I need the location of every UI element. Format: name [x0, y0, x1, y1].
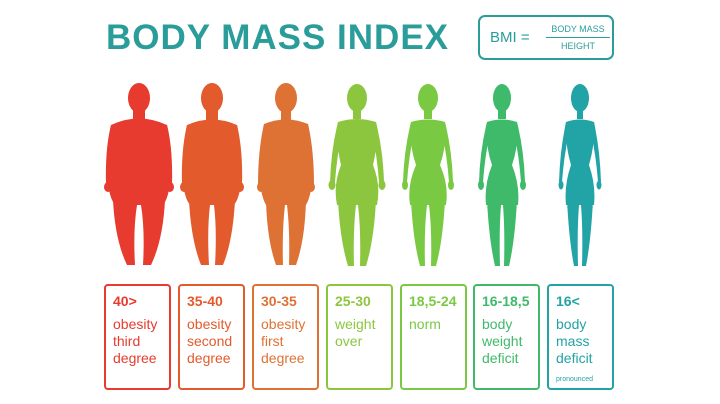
description-line: degree: [187, 350, 231, 366]
description-line: mass: [556, 333, 590, 349]
bmi-category-card: 40> obesity third degree: [104, 284, 171, 390]
bmi-description: obesity second degree: [187, 316, 243, 367]
description-line: over: [335, 333, 363, 349]
silhouette-obesity-first-degree-icon: [257, 83, 315, 265]
formula-denominator: HEIGHT: [560, 41, 595, 51]
silhouette-weight-deficit-icon: [478, 84, 526, 266]
description-line: degree: [113, 350, 157, 366]
bmi-description: weight over: [335, 316, 391, 350]
bmi-description: body weight deficit: [482, 316, 538, 367]
description-line: obesity: [261, 316, 306, 332]
description-line: deficit: [556, 350, 593, 366]
bmi-description: norm: [409, 316, 465, 333]
description-line: deficit: [482, 350, 519, 366]
formula-lhs: BMI =: [490, 29, 530, 46]
silhouette-weight-over-icon: [328, 84, 386, 266]
bmi-category-card: 30-35 obesity first degree: [252, 284, 319, 390]
description-line: first: [261, 333, 284, 349]
description-line: body: [482, 316, 513, 332]
description-line: second: [187, 333, 233, 349]
bmi-range: 35-40: [187, 293, 223, 309]
description-note: pronounced: [556, 376, 593, 383]
bmi-range: 18,5-24: [409, 293, 457, 309]
bmi-description: body mass deficit pronounced: [556, 316, 612, 388]
description-line: obesity: [187, 316, 232, 332]
fraction-bar: [546, 37, 610, 38]
silhouette-mass-deficit-icon: [558, 84, 602, 266]
body-silhouettes: [104, 83, 602, 266]
bmi-range: 30-35: [261, 293, 297, 309]
bmi-range: 40>: [113, 293, 137, 309]
formula-fraction: BODY MASS HEIGHT: [546, 24, 610, 51]
bmi-formula: BMI = BODY MASS HEIGHT: [478, 15, 614, 60]
formula-numerator: BODY MASS: [551, 24, 605, 34]
bmi-category-card: 25-30 weight over: [326, 284, 393, 390]
bmi-category-card: 16< body mass deficit pronounced: [547, 284, 614, 390]
silhouette-norm-icon: [402, 84, 454, 266]
bmi-category-card: 16-18,5 body weight deficit: [473, 284, 540, 390]
description-line: body: [556, 316, 587, 332]
silhouette-obesity-second-degree-icon: [180, 83, 244, 265]
bmi-category-card: 18,5-24 norm: [400, 284, 467, 390]
description-line: weight: [335, 316, 376, 332]
bmi-description: obesity first degree: [261, 316, 317, 367]
description-line: degree: [261, 350, 305, 366]
bmi-range: 25-30: [335, 293, 371, 309]
bmi-category-card: 35-40 obesity second degree: [178, 284, 245, 390]
bmi-range: 16<: [556, 293, 580, 309]
silhouette-obesity-third-degree-icon: [104, 83, 174, 265]
page-title: BODY MASS INDEX: [106, 18, 450, 57]
bmi-description: obesity third degree: [113, 316, 169, 367]
description-line: weight: [482, 333, 523, 349]
description-line: obesity: [113, 316, 158, 332]
description-line: third: [113, 333, 141, 349]
description-line: norm: [409, 316, 441, 332]
bmi-range: 16-18,5: [482, 293, 530, 309]
